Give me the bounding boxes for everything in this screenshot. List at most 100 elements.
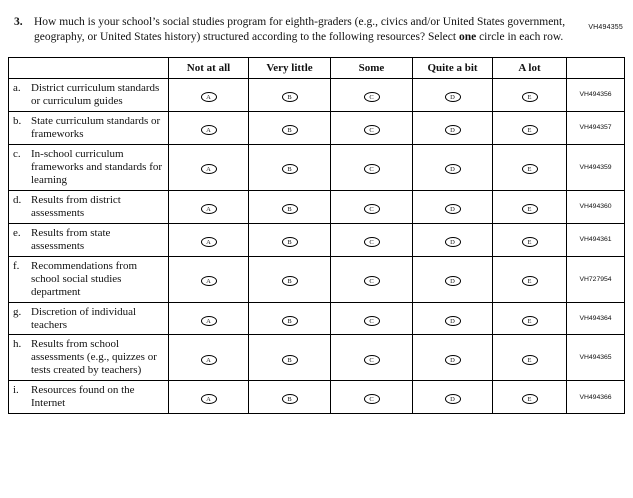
option-cell: B [248,334,331,382]
answer-oval[interactable]: A [200,203,217,214]
answer-oval[interactable]: B [281,394,298,405]
option-cell: B [248,255,331,303]
answer-oval[interactable]: B [281,315,298,326]
answer-oval[interactable]: C [363,124,380,135]
answer-oval[interactable]: E [521,236,538,247]
header-code-cell [566,56,625,79]
row-label: Resources found on the Internet [31,384,135,410]
answer-oval[interactable]: D [444,354,461,365]
answer-oval[interactable]: D [444,276,461,287]
table-row: f. Recommendations from school social st… [8,255,625,303]
row-code: VH494359 [566,143,625,191]
answer-oval[interactable]: B [281,91,298,102]
answer-oval[interactable]: E [521,315,538,326]
column-header: Very little [248,56,331,79]
option-cell: E [492,301,567,336]
row-code: VH494360 [566,189,625,224]
option-cell: E [492,222,567,257]
row-letter: c. [13,147,21,160]
row-label: Recommendations from school social studi… [31,259,138,298]
answer-oval[interactable]: A [200,394,217,405]
option-cell: E [492,110,567,145]
question-block: 3. How much is your school’s social stud… [14,15,570,45]
answer-oval[interactable]: D [444,124,461,135]
row-label-cell: g. Discretion of individual teachers [8,301,169,336]
option-cell: C [330,334,413,382]
answer-oval[interactable]: A [200,276,217,287]
answer-oval[interactable]: C [363,91,380,102]
row-label: Results from state assessments [31,226,111,252]
option-cell: B [248,110,331,145]
answer-oval[interactable]: D [444,315,461,326]
answer-oval[interactable]: C [363,164,380,175]
row-letter: e. [13,226,21,239]
option-cell: E [492,380,567,415]
option-cell: B [248,222,331,257]
answer-oval[interactable]: A [200,315,217,326]
column-header: Quite a bit [412,56,493,79]
option-cell: D [412,380,493,415]
answer-oval[interactable]: B [281,236,298,247]
answer-oval[interactable]: A [200,354,217,365]
answer-oval[interactable]: B [281,203,298,214]
row-label: District curriculum standards or curricu… [31,81,160,107]
row-letter: g. [13,305,22,318]
answer-oval[interactable]: E [521,354,538,365]
answer-oval[interactable]: A [200,164,217,175]
option-cell: B [248,301,331,336]
answer-oval[interactable]: E [521,164,538,175]
option-cell: A [168,110,249,145]
option-cell: D [412,255,493,303]
answer-oval[interactable]: D [444,394,461,405]
option-cell: C [330,143,413,191]
option-cell: D [412,110,493,145]
answer-oval[interactable]: C [363,394,380,405]
form-code: VH494355 [588,24,623,31]
answer-oval[interactable]: E [521,276,538,287]
answer-oval[interactable]: B [281,124,298,135]
answer-oval[interactable]: A [200,236,217,247]
answer-oval[interactable]: A [200,124,217,135]
row-code: VH494356 [566,77,625,112]
option-cell: E [492,334,567,382]
row-label-cell: f. Recommendations from school social st… [8,255,169,303]
answer-oval[interactable]: D [444,164,461,175]
answer-oval[interactable]: E [521,124,538,135]
option-cell: C [330,110,413,145]
answer-oval[interactable]: C [363,315,380,326]
column-header: Some [330,56,413,79]
option-cell: C [330,189,413,224]
option-cell: A [168,189,249,224]
answer-oval[interactable]: E [521,91,538,102]
question-text-part1: How much is your school’s social studies… [34,16,566,43]
option-cell: A [168,222,249,257]
table-row: e. Results from state assessments A B C D E V… [8,222,625,257]
column-header: A lot [492,56,567,79]
answer-oval[interactable]: D [444,91,461,102]
option-cell: D [412,77,493,112]
option-cell: E [492,77,567,112]
answer-oval[interactable]: D [444,236,461,247]
option-cell: B [248,380,331,415]
row-label-cell: b. State curriculum standards or framewo… [8,110,169,145]
option-cell: D [412,301,493,336]
row-letter: b. [13,114,22,127]
answer-oval[interactable]: A [200,91,217,102]
table-row: b. State curriculum standards or framewo… [8,110,625,145]
row-code: VH494357 [566,110,625,145]
row-label: State curriculum standards or frameworks [31,114,161,140]
answer-oval[interactable]: B [281,164,298,175]
row-letter: d. [13,193,22,206]
answer-oval[interactable]: E [521,203,538,214]
row-code: VH494365 [566,334,625,382]
answer-oval[interactable]: B [281,354,298,365]
answer-oval[interactable]: D [444,203,461,214]
answer-oval[interactable]: B [281,276,298,287]
option-cell: E [492,255,567,303]
answer-oval[interactable]: C [363,236,380,247]
row-label-cell: h. Results from school assessments (e.g.… [8,334,169,382]
answer-oval[interactable]: E [521,394,538,405]
answer-oval[interactable]: C [363,354,380,365]
answer-oval[interactable]: C [363,276,380,287]
answer-oval[interactable]: C [363,203,380,214]
